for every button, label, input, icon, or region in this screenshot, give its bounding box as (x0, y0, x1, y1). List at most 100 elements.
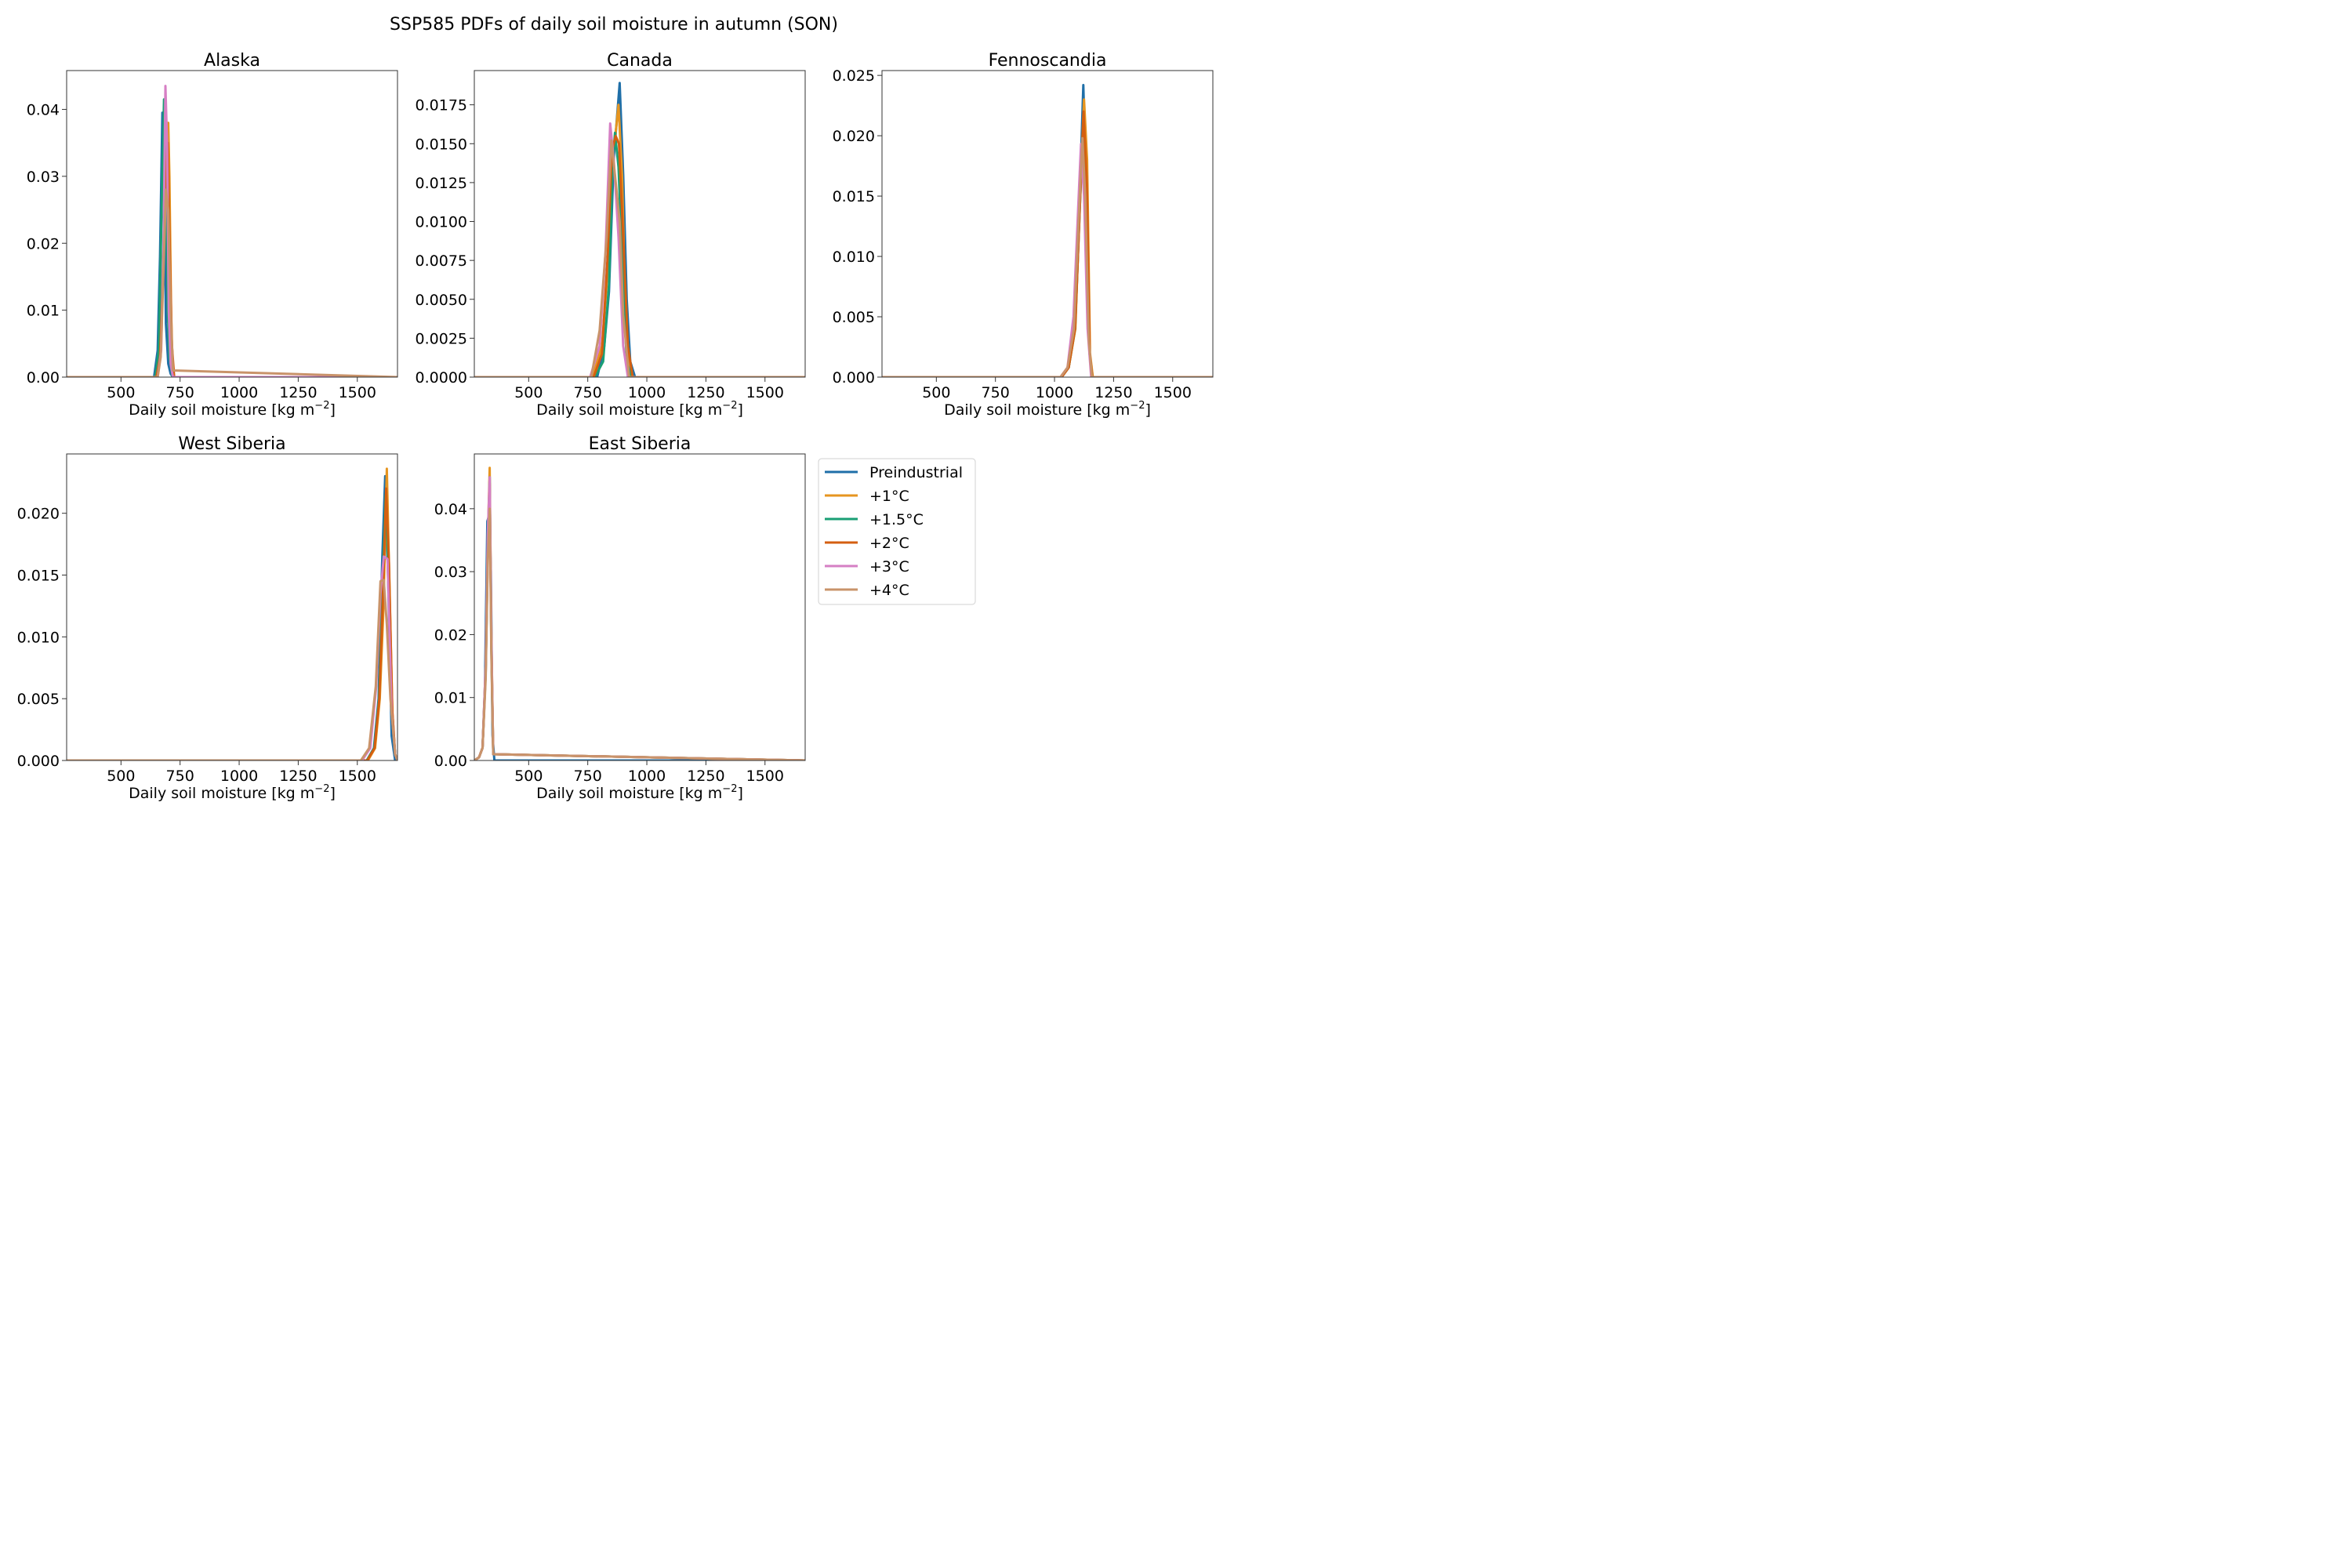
y-tick-label: 0.01 (27, 303, 60, 320)
x-tick-label: 1000 (628, 768, 666, 785)
panel-title: Alaska (204, 51, 260, 71)
y-tick-label: 0.020 (17, 506, 60, 523)
x-axis-label: Daily soil moisture [kg m−2] (536, 400, 743, 419)
y-tick-label: 0.000 (833, 369, 875, 387)
y-tick-label: 0.020 (833, 128, 875, 145)
panel-title: Canada (607, 51, 673, 71)
series-line-preindustrial (882, 84, 1213, 377)
legend-label: +1.5°C (869, 511, 924, 528)
x-tick-label: 750 (166, 768, 194, 785)
y-tick-label: 0.01 (434, 690, 467, 707)
legend-item: Preindustrial (825, 464, 963, 481)
panel-canada: Canada 500 750 1000 1250 1500 0.0000 0.0025 0.00… (416, 51, 806, 419)
series-line--2-c (882, 110, 1213, 377)
panel-west-siberia: West Siberia 500 750 1000 1250 1500 0.000 0.005… (17, 434, 398, 802)
panel-fennoscandia: Fennoscandia 500 750 1000 1250 1500 0.000 0.005… (833, 51, 1214, 419)
series-line-preindustrial (67, 474, 397, 760)
y-tick-label: 0.03 (27, 169, 60, 186)
x-tick-label: 500 (514, 768, 543, 785)
x-tick-label: 1000 (220, 384, 258, 401)
y-tick-label: 0.02 (27, 235, 60, 252)
y-tick-label: 0.00 (434, 753, 467, 770)
y-tick-label: 0.0125 (416, 175, 467, 192)
series-group (474, 82, 805, 377)
series-line-preindustrial (474, 514, 805, 760)
series-group (67, 85, 397, 377)
series-line--1-5-c (67, 493, 397, 760)
series-line--1-c (67, 122, 397, 377)
series-line--1-5-c (474, 131, 805, 377)
series-line--2-c (67, 487, 397, 760)
series-line-preindustrial (67, 111, 397, 377)
x-tick-label: 1000 (628, 384, 666, 401)
series-line--1-5-c (474, 476, 805, 760)
axes-frame (66, 70, 398, 378)
panels: Alaska 500 750 1000 1250 1500 0.00 0.01 0.02 0.03… (17, 51, 1214, 802)
figure-title: SSP585 PDFs of daily soil moisture in au… (390, 15, 838, 34)
y-tick-label: 0.025 (833, 67, 875, 85)
series-line--1-5-c (882, 122, 1213, 377)
x-tick-label: 1500 (1154, 384, 1192, 401)
y-tick-label: 0.0075 (416, 252, 467, 270)
y-tick-label: 0.0100 (416, 214, 467, 231)
series-group (474, 466, 805, 760)
series-line--1-c (474, 466, 805, 760)
x-tick-label: 750 (574, 768, 602, 785)
series-line--2-c (474, 482, 805, 760)
x-tick-label: 1500 (339, 768, 376, 785)
legend-item: +4°C (825, 582, 909, 599)
series-line--3-c (882, 143, 1213, 377)
series-line--1-5-c (67, 98, 397, 377)
series-line--4-c (67, 579, 397, 760)
y-tick-label: 0.010 (833, 249, 875, 266)
x-tick-label: 1000 (220, 768, 258, 785)
x-tick-label: 1500 (339, 384, 376, 401)
series-line--1-c (474, 103, 805, 377)
legend-item: +3°C (825, 558, 909, 575)
legend-item: +1.5°C (825, 511, 924, 528)
y-tick-label: 0.015 (833, 188, 875, 205)
x-tick-label: 500 (107, 384, 135, 401)
series-line--2-c (474, 134, 805, 377)
axes-frame (66, 453, 398, 761)
y-tick-label: 0.010 (17, 629, 60, 646)
y-tick-label: 0.04 (434, 501, 467, 518)
y-tick-label: 0.04 (27, 102, 60, 119)
x-tick-label: 750 (982, 384, 1010, 401)
legend-label: +2°C (869, 535, 909, 552)
y-tick-label: 0.005 (17, 691, 60, 708)
series-line--1-c (882, 98, 1213, 377)
series-line--4-c (67, 188, 397, 377)
y-tick-label: 0.02 (434, 626, 467, 644)
x-tick-label: 1250 (279, 384, 317, 401)
series-line--1-c (67, 467, 397, 760)
series-line--3-c (474, 122, 805, 377)
y-tick-label: 0.0025 (416, 330, 467, 347)
series-line--4-c (474, 507, 805, 760)
x-axis-label: Daily soil moisture [kg m−2] (129, 400, 336, 419)
x-tick-label: 1250 (1094, 384, 1132, 401)
panel-title: East Siberia (589, 434, 691, 454)
series-line--3-c (474, 476, 805, 760)
x-axis-label: Daily soil moisture [kg m−2] (536, 783, 743, 802)
series-group (67, 467, 397, 760)
panel-title: Fennoscandia (989, 51, 1107, 71)
y-tick-label: 0.0150 (416, 136, 467, 153)
axes-frame (881, 70, 1214, 378)
legend-item: +1°C (825, 488, 909, 505)
y-tick-label: 0.000 (17, 753, 60, 770)
x-tick-label: 1000 (1036, 384, 1073, 401)
x-tick-label: 750 (166, 384, 194, 401)
y-tick-label: 0.0000 (416, 369, 467, 387)
series-line--2-c (67, 141, 397, 377)
panel-title: West Siberia (178, 434, 285, 454)
series-line--3-c (67, 85, 397, 377)
x-tick-label: 1500 (746, 768, 784, 785)
legend: Preindustrial +1°C +1.5°C +2°C +3°C +4°C (818, 458, 976, 605)
y-tick-label: 0.015 (17, 568, 60, 585)
y-tick-label: 0.005 (833, 309, 875, 326)
legend-label: +4°C (869, 582, 909, 599)
x-tick-label: 500 (514, 384, 543, 401)
x-axis-label: Daily soil moisture [kg m−2] (944, 400, 1151, 419)
x-tick-label: 1250 (279, 768, 317, 785)
